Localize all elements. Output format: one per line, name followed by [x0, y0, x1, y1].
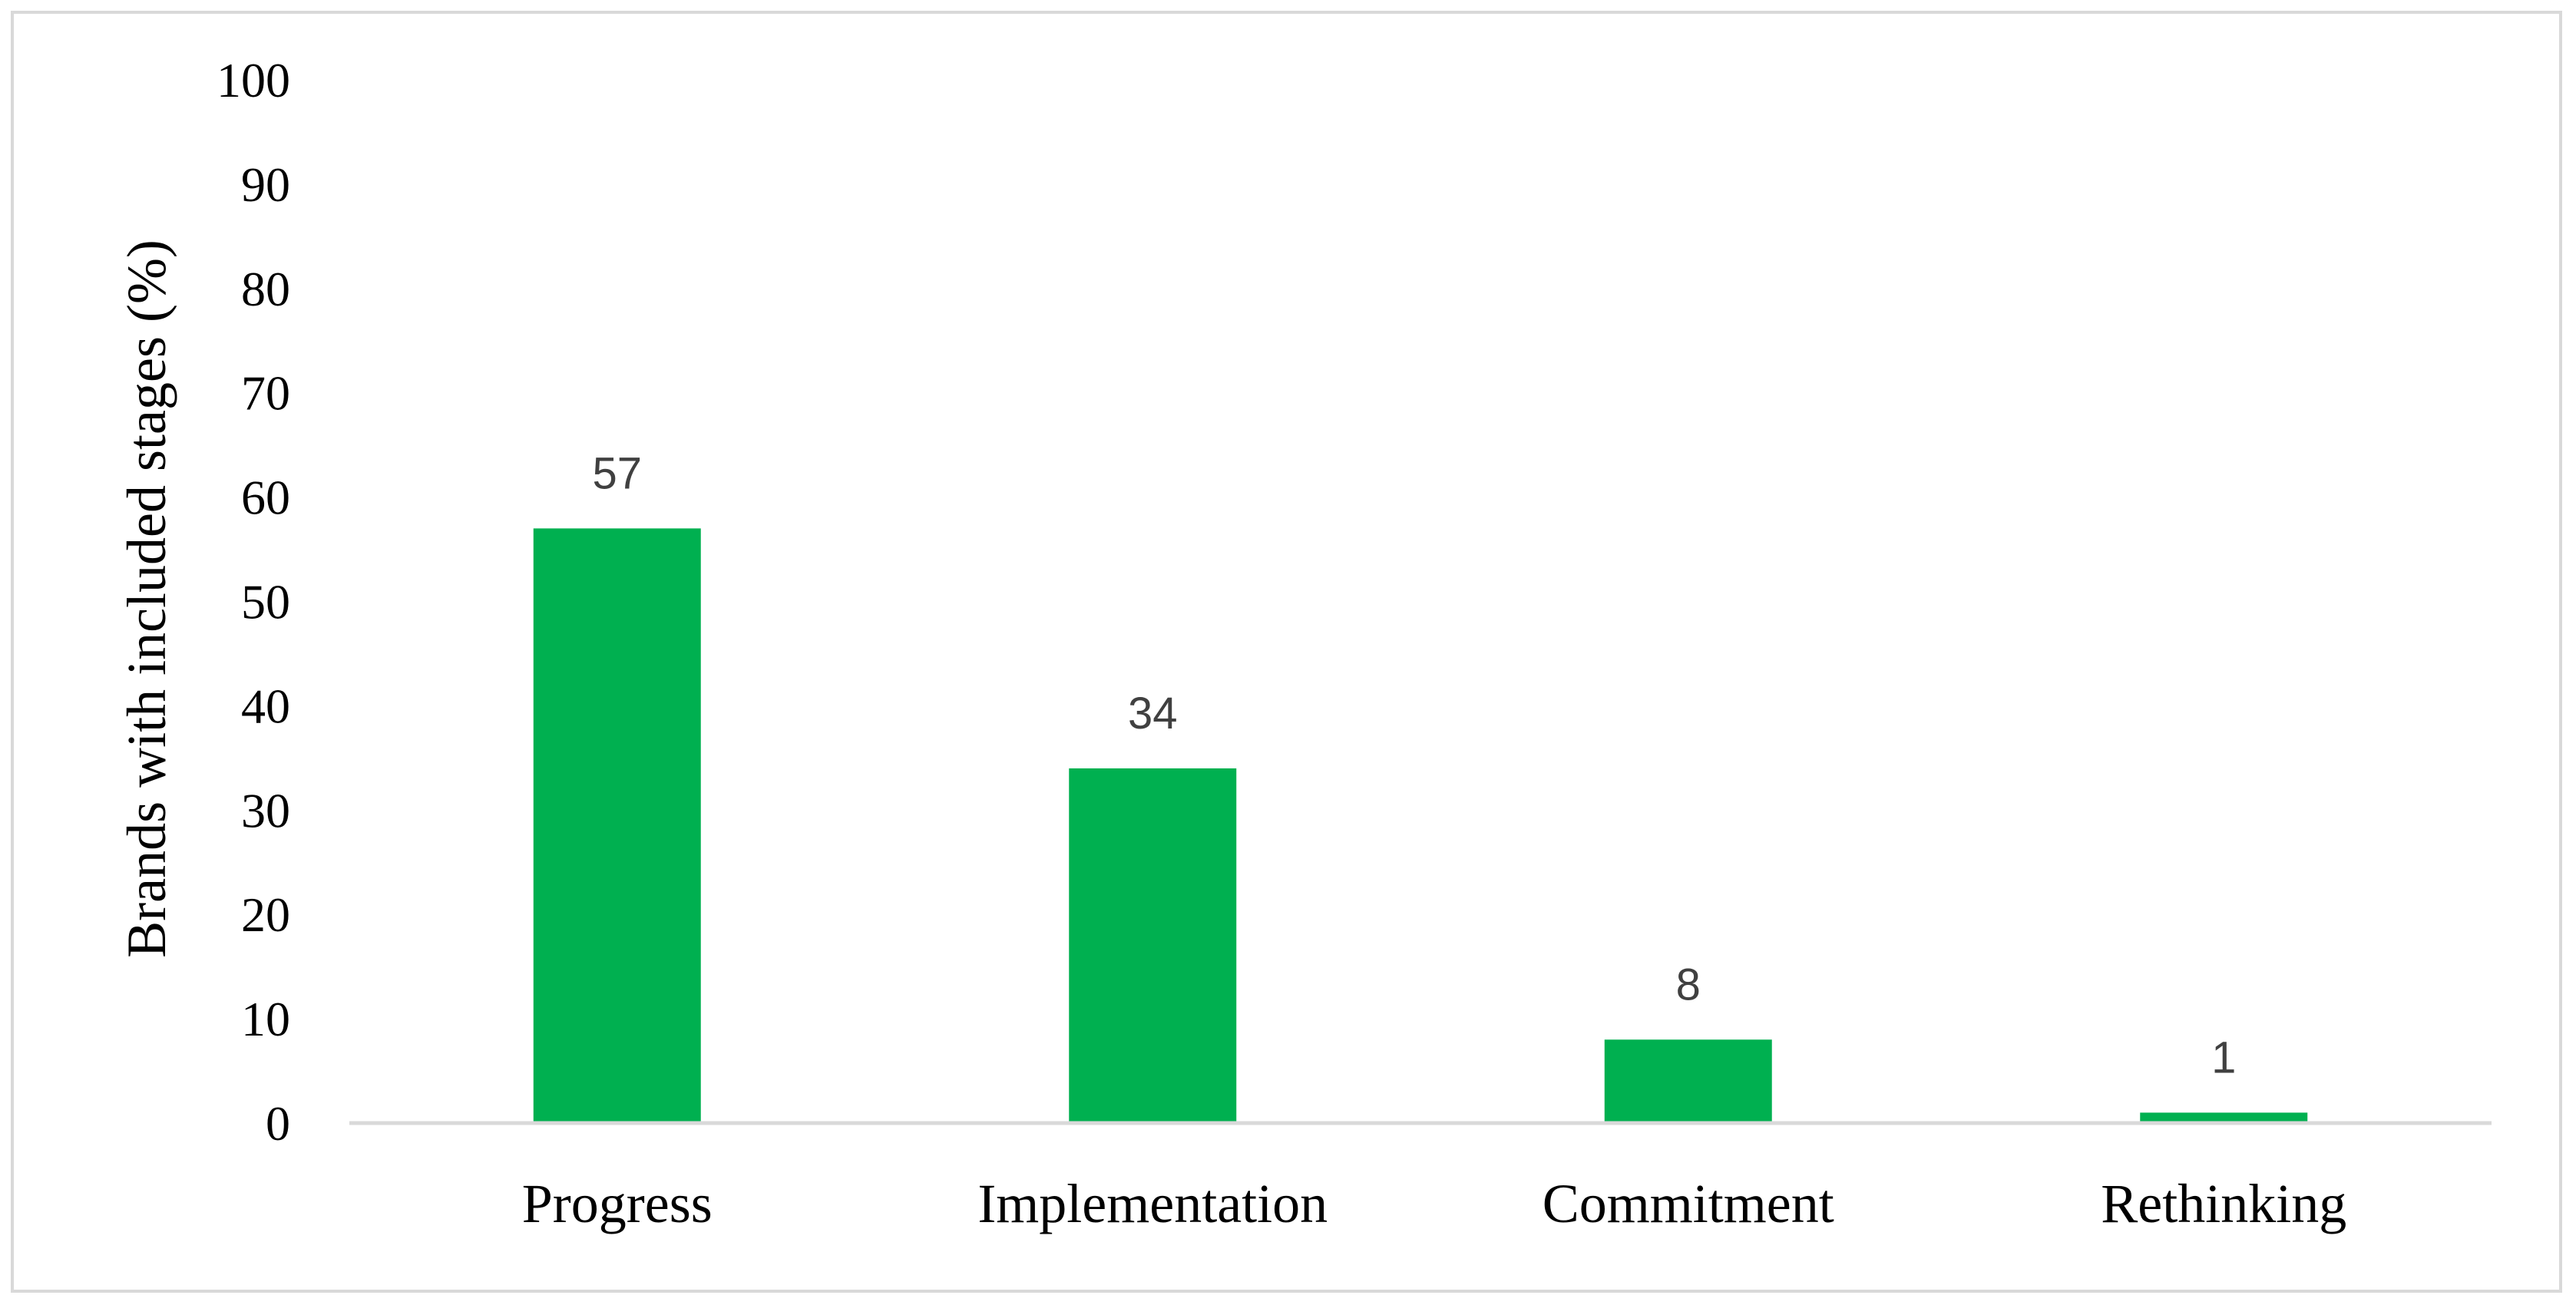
- y-tick-label: 20: [241, 887, 290, 942]
- y-tick-label: 60: [241, 471, 290, 525]
- y-tick-label: 50: [241, 575, 290, 629]
- x-axis-ticks: Progress Implementation Commitment Rethinki…: [522, 1173, 2347, 1234]
- y-axis-ticks: 0 10 20 30 40 50 60 70 80 90 100: [217, 53, 290, 1151]
- y-tick-label: 40: [241, 679, 290, 733]
- x-tick-label-progress: Progress: [522, 1173, 713, 1234]
- x-tick-label-implementation: Implementation: [977, 1173, 1328, 1234]
- bar-rethinking: [2140, 1112, 2308, 1123]
- data-labels: 57 34 8 1: [592, 448, 2236, 1082]
- y-tick-label: 0: [266, 1096, 290, 1151]
- data-label-progress: 57: [592, 448, 642, 498]
- y-axis-label-group: Brands with included stages (%): [116, 240, 177, 958]
- x-tick-label-commitment: Commitment: [1543, 1173, 1834, 1234]
- data-label-implementation: 34: [1128, 689, 1178, 738]
- bar-implementation: [1069, 768, 1237, 1123]
- bars: [533, 528, 2308, 1123]
- data-label-commitment: 8: [1676, 960, 1701, 1009]
- chart-frame: [11, 11, 2562, 1293]
- y-tick-label: 70: [241, 366, 290, 421]
- x-tick-label-rethinking: Rethinking: [2101, 1173, 2346, 1234]
- data-label-rethinking: 1: [2211, 1032, 2236, 1082]
- y-tick-label: 10: [241, 992, 290, 1046]
- bar-progress: [533, 528, 701, 1123]
- y-tick-label: 100: [217, 53, 290, 107]
- bar-commitment: [1604, 1039, 1772, 1123]
- y-tick-label: 30: [241, 783, 290, 838]
- y-axis-label: Brands with included stages (%): [116, 240, 177, 958]
- y-tick-label: 80: [241, 262, 290, 316]
- y-tick-label: 90: [241, 157, 290, 212]
